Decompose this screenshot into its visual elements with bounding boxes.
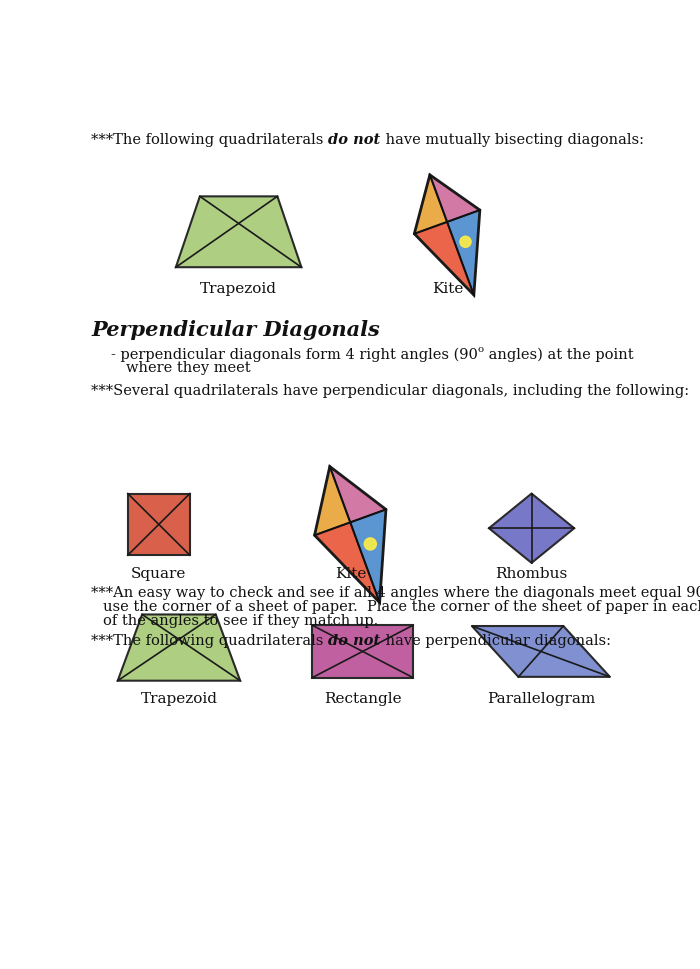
Text: have mutually bisecting diagonals:: have mutually bisecting diagonals:	[381, 133, 643, 147]
Text: Rectangle: Rectangle	[324, 692, 401, 706]
Text: o: o	[477, 345, 484, 354]
Text: ***The following quadrilaterals: ***The following quadrilaterals	[92, 133, 328, 147]
Text: Rhombus: Rhombus	[496, 567, 568, 580]
Circle shape	[364, 538, 377, 550]
Text: ***An easy way to check and see if all 4 angles where the diagonals meet equal 9: ***An easy way to check and see if all 4…	[92, 586, 700, 600]
Polygon shape	[314, 466, 350, 535]
Text: - perpendicular diagonals form 4 right angles (90: - perpendicular diagonals form 4 right a…	[111, 347, 477, 361]
Polygon shape	[330, 466, 386, 522]
Text: where they meet: where they meet	[126, 361, 251, 375]
Polygon shape	[414, 174, 447, 234]
Text: do not: do not	[328, 133, 381, 147]
Text: of the angles to see if they match up.: of the angles to see if they match up.	[103, 613, 378, 628]
Text: ***The following quadrilaterals: ***The following quadrilaterals	[92, 634, 328, 647]
Polygon shape	[176, 197, 302, 267]
Polygon shape	[118, 614, 240, 680]
Text: angles) at the point: angles) at the point	[484, 347, 634, 361]
Polygon shape	[314, 522, 379, 603]
Polygon shape	[414, 222, 474, 295]
Text: Trapezoid: Trapezoid	[200, 282, 277, 296]
Polygon shape	[447, 210, 480, 295]
Text: have perpendicular diagonals:: have perpendicular diagonals:	[381, 634, 610, 647]
Polygon shape	[489, 493, 574, 563]
Polygon shape	[430, 174, 480, 222]
Text: ***Several quadrilaterals have perpendicular diagonals, including the following:: ***Several quadrilaterals have perpendic…	[92, 385, 690, 398]
Polygon shape	[128, 493, 190, 555]
Polygon shape	[472, 626, 610, 676]
Text: do not: do not	[328, 634, 381, 647]
Text: Square: Square	[131, 567, 186, 580]
Text: Perpendicular Diagonals: Perpendicular Diagonals	[92, 321, 380, 340]
Text: Kite: Kite	[335, 567, 367, 580]
Circle shape	[460, 236, 471, 247]
Polygon shape	[312, 625, 413, 677]
Text: Parallelogram: Parallelogram	[486, 692, 595, 706]
Text: Kite: Kite	[432, 282, 463, 296]
Text: Trapezoid: Trapezoid	[141, 692, 218, 706]
Polygon shape	[350, 510, 386, 603]
Text: use the corner of a sheet of paper.  Place the corner of the sheet of paper in e: use the corner of a sheet of paper. Plac…	[103, 600, 700, 613]
